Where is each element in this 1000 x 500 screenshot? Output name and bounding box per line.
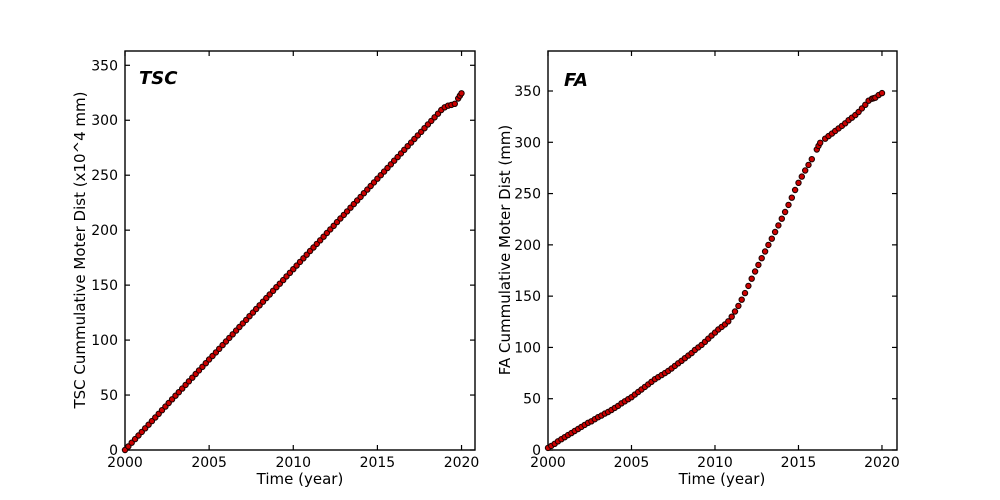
fa-data-point xyxy=(758,255,765,262)
fa-data-points xyxy=(544,89,886,452)
tsc-y-tick-label: 200 xyxy=(91,223,118,239)
fa-data-point xyxy=(798,173,805,180)
tsc-axes-frame xyxy=(124,50,476,451)
fa-data-point xyxy=(735,302,742,310)
fa-data-point xyxy=(761,248,769,255)
fa-data-point xyxy=(805,161,812,169)
fa-y-tick-label: 350 xyxy=(514,84,541,100)
tsc-y-tick-label: 100 xyxy=(91,333,118,349)
tsc-x-tick-label: 2000 xyxy=(107,455,143,471)
fa-data-point xyxy=(788,194,795,201)
fa-y-tick-label: 250 xyxy=(514,187,541,203)
tsc-y-axis-label: TSC Cummulative Moter Dist (x10^4 mm) xyxy=(71,91,89,409)
tsc-y-tick-label: 250 xyxy=(91,168,118,184)
fa-y-tick-label: 150 xyxy=(514,289,541,305)
tsc-x-tick-label: 2015 xyxy=(360,455,396,471)
tsc-y-tick-label: 0 xyxy=(109,443,118,459)
fa-y-tick-label: 0 xyxy=(532,443,541,459)
tsc-y-tick-label: 300 xyxy=(91,113,118,129)
fa-data-point xyxy=(748,275,755,282)
tsc-y-tick-label: 50 xyxy=(100,388,118,404)
fa-x-tick-label: 2015 xyxy=(781,455,817,471)
fa-panel-title: FA xyxy=(564,70,588,91)
tsc-y-tick-label: 150 xyxy=(91,278,118,294)
tsc-x-axis-label: Time (year) xyxy=(256,470,344,488)
tsc-data-point xyxy=(458,90,465,97)
fa-y-tick-label: 50 xyxy=(523,392,541,408)
fa-data-point xyxy=(878,89,886,97)
fa-data-point xyxy=(755,261,762,269)
tsc-axes: 2000 2005 2010 2015 2020 0 50 100 150 200 250 300 35… xyxy=(91,50,480,471)
fa-data-point xyxy=(768,235,775,242)
tsc-x-tick-label: 2005 xyxy=(191,455,227,471)
fa-data-point xyxy=(817,139,824,147)
fa-data-point xyxy=(725,318,732,325)
tsc-data-points xyxy=(121,90,465,454)
fa-y-tick-label: 200 xyxy=(514,238,541,254)
fa-data-point xyxy=(751,268,759,275)
fa-x-tick-label: 2000 xyxy=(530,455,566,471)
tsc-y-tick-label: 350 xyxy=(91,58,118,74)
fa-data-point xyxy=(785,201,792,209)
fa-y-tick-label: 300 xyxy=(514,135,541,151)
fa-data-point xyxy=(738,296,745,303)
fa-x-axis-label: Time (year) xyxy=(678,470,766,488)
fa-y-axis-label: FA Cummulative Moter Dist (mm) xyxy=(496,124,514,376)
fa-data-point xyxy=(781,208,789,216)
tsc-x-tick-label: 2020 xyxy=(444,455,480,471)
fa-data-point xyxy=(808,156,815,163)
fa-data-point xyxy=(741,289,749,297)
tsc-panel-title: TSC xyxy=(139,68,178,89)
fa-x-tick-label: 2020 xyxy=(864,455,900,471)
fa-data-point xyxy=(795,179,802,187)
fa-data-point xyxy=(791,186,799,194)
fa-data-point xyxy=(771,228,779,236)
tsc-data-point xyxy=(451,100,458,108)
fa-axes: 2000 2005 2010 2015 2020 0 50 100 150 200 250 300 35… xyxy=(514,50,900,471)
fa-x-tick-label: 2010 xyxy=(697,455,733,471)
fa-data-point xyxy=(862,101,869,109)
fa-data-point xyxy=(728,313,735,320)
fa-x-tick-label: 2005 xyxy=(614,455,650,471)
tsc-x-tick-label: 2010 xyxy=(275,455,311,471)
fa-data-point xyxy=(745,282,752,290)
fa-data-point xyxy=(778,215,785,222)
fa-data-point xyxy=(731,308,739,315)
fa-data-point xyxy=(775,222,782,229)
fa-data-point xyxy=(802,167,809,174)
fa-data-point xyxy=(765,241,772,249)
fa-axes-frame xyxy=(547,50,898,451)
fa-y-tick-label: 100 xyxy=(514,340,541,356)
